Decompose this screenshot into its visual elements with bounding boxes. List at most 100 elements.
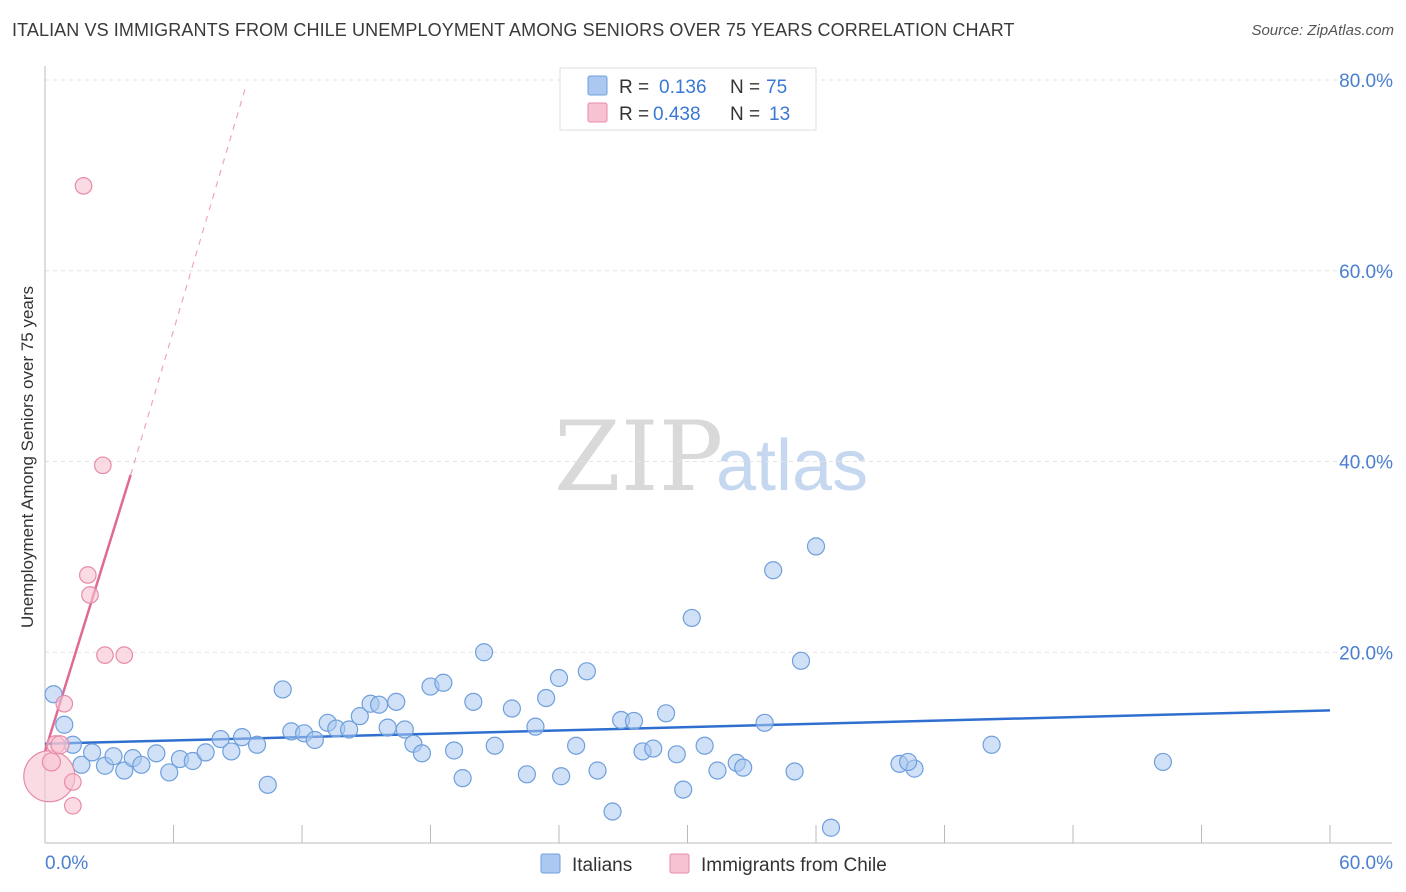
tick-labels: 20.0% 40.0% 60.0% 80.0% 0.0% 60.0% <box>45 71 1393 874</box>
gridlines <box>45 79 1392 653</box>
legend-n-value: 75 <box>766 77 787 98</box>
point-italians <box>644 739 663 758</box>
point-italians <box>453 769 472 788</box>
point-italians <box>147 744 166 763</box>
point-italians <box>588 761 607 780</box>
point-italians <box>196 743 215 762</box>
point-italians <box>305 730 324 750</box>
point-italians <box>387 692 406 711</box>
point-italians <box>232 728 252 747</box>
point-italians <box>567 736 586 755</box>
point-chile <box>96 646 114 664</box>
y-tick-label: 40.0% <box>1339 453 1393 474</box>
point-italians <box>1153 752 1173 772</box>
point-italians <box>537 688 556 708</box>
point-italians <box>104 747 123 766</box>
point-italians <box>806 537 826 556</box>
point-italians <box>378 718 397 737</box>
point-italians <box>211 729 230 749</box>
x-tick-label: 60.0% <box>1339 853 1393 874</box>
point-italians <box>674 780 693 799</box>
point-chile <box>115 646 134 664</box>
point-chile <box>74 177 93 195</box>
point-italians <box>552 767 571 786</box>
point-italians <box>340 720 359 739</box>
legend-r-label: R = <box>619 77 649 98</box>
chart-title: ITALIAN VS IMMIGRANTS FROM CHILE UNEMPLO… <box>12 20 1015 40</box>
legend-r-value: 0.136 <box>659 77 707 98</box>
legend-label-chile: Immigrants from Chile <box>701 855 887 876</box>
point-italians <box>708 761 727 780</box>
legend-swatch-italians <box>540 853 561 874</box>
point-italians <box>485 736 504 755</box>
point-italians <box>695 736 714 755</box>
point-italians <box>183 751 202 771</box>
point-italians <box>898 752 918 772</box>
point-italians <box>350 707 369 726</box>
point-italians <box>821 818 841 837</box>
point-italians <box>115 761 134 780</box>
y-tick-label: 20.0% <box>1339 643 1393 664</box>
point-italians <box>682 608 701 628</box>
point-italians <box>464 692 483 711</box>
axes <box>44 66 1392 844</box>
legend-r-label: R = <box>619 104 649 125</box>
legend-r-value: 0.438 <box>653 104 701 125</box>
point-italians <box>273 680 292 699</box>
point-italians <box>222 742 241 761</box>
point-chile <box>41 752 62 772</box>
y-tick-label: 80.0% <box>1339 71 1393 92</box>
series-legend: Italians Immigrants from Chile <box>540 853 887 876</box>
point-italians <box>412 744 432 763</box>
y-axis-title: Unemployment Among Seniors over 75 years <box>18 286 37 628</box>
point-italians <box>791 651 811 670</box>
point-italians <box>667 745 686 764</box>
series-chile <box>23 177 134 815</box>
trendline-chile <box>43 474 132 752</box>
point-italians <box>785 762 804 781</box>
legend-label-italians: Italians <box>572 855 632 876</box>
point-italians <box>258 775 277 794</box>
point-italians <box>83 743 102 762</box>
point-italians <box>734 758 753 777</box>
point-italians <box>502 699 521 718</box>
point-italians <box>577 662 596 681</box>
point-chile <box>78 566 97 584</box>
point-italians <box>624 711 644 731</box>
point-italians <box>132 755 151 774</box>
point-chile <box>93 456 112 475</box>
watermark-zip: ZIP <box>554 401 723 513</box>
point-italians <box>764 561 783 580</box>
point-italians <box>656 704 676 723</box>
point-italians <box>395 720 414 739</box>
correlation-legend: R = 0.136 N = 75 R = 0.438 N = 13 <box>559 67 817 131</box>
watermark-atlas: atlas <box>716 426 868 506</box>
point-italians <box>72 755 91 774</box>
point-italians <box>55 715 74 734</box>
point-italians <box>370 695 389 714</box>
trendline-chile-extension <box>130 84 247 476</box>
point-chile <box>81 586 99 604</box>
point-italians <box>549 668 569 688</box>
point-italians <box>434 673 453 692</box>
point-italians <box>247 735 267 754</box>
point-italians <box>160 763 179 782</box>
legend-n-label: N = <box>730 77 760 98</box>
point-italians <box>982 735 1001 754</box>
point-italians <box>474 643 494 662</box>
series-italians <box>44 537 1173 837</box>
point-chile <box>50 735 70 755</box>
point-chile <box>55 694 74 713</box>
point-italians <box>526 717 545 736</box>
point-italians <box>517 765 536 784</box>
legend-swatch-chile <box>669 853 690 874</box>
point-italians <box>444 741 464 760</box>
point-chile <box>63 796 82 815</box>
legend-swatch-chile <box>587 102 608 123</box>
point-italians <box>755 713 774 732</box>
x-tick-label: 0.0% <box>45 853 88 874</box>
point-italians <box>603 802 622 821</box>
legend-swatch-italians <box>587 75 608 96</box>
source-label: Source: ZipAtlas.com <box>1251 22 1394 39</box>
